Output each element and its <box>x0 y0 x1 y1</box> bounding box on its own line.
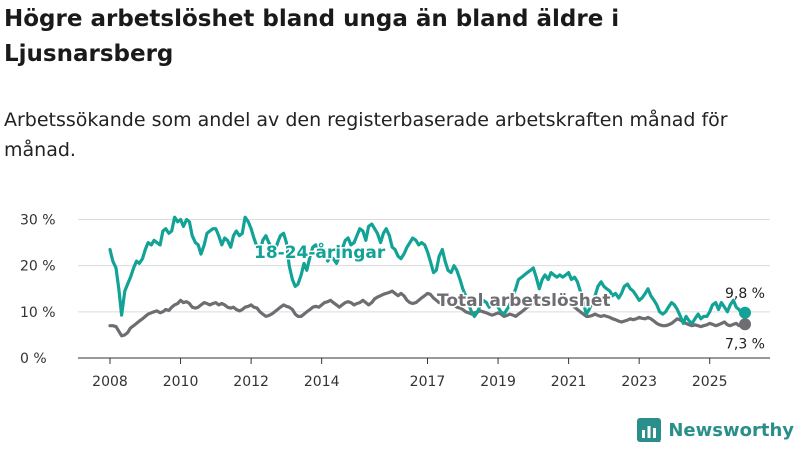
x-tick-label: 2021 <box>551 374 587 390</box>
end-label-total: 7,3 % <box>725 336 765 352</box>
series-label-youth: 18-24-åringar <box>254 241 386 263</box>
x-tick-label: 2025 <box>692 374 728 390</box>
x-axis: 2008 2010 2012 2014 2017 2019 2021 2023 2025 <box>78 357 770 390</box>
y-tick-label: 20 % <box>20 259 56 275</box>
newsworthy-logo: Newsworthy <box>636 416 794 444</box>
chart-title: Högre arbetslöshet bland unga än bland ä… <box>4 6 620 67</box>
end-marker-total <box>739 318 751 331</box>
x-tick-label: 2008 <box>92 374 128 390</box>
y-axis: 0 % 10 % 20 % 30 % <box>20 213 56 368</box>
gridlines <box>78 219 770 313</box>
y-tick-label: 10 % <box>20 305 56 321</box>
end-marker-youth <box>739 306 751 319</box>
x-tick-label: 2023 <box>621 374 657 390</box>
series-group <box>108 215 751 338</box>
newsworthy-logo-icon <box>637 418 662 442</box>
x-tick-label: 2019 <box>480 374 516 390</box>
chart-subtitle: Arbetssökande som andel av den registerb… <box>4 109 728 161</box>
series-line-total <box>108 289 747 338</box>
x-tick-label: 2017 <box>410 374 446 390</box>
series-line-youth <box>108 215 747 325</box>
newsworthy-logo-text: Newsworthy <box>668 419 794 441</box>
series-label-total: Total arbetslöshet <box>437 291 611 311</box>
x-tick-label: 2014 <box>304 374 340 390</box>
y-tick-label: 30 % <box>20 213 56 229</box>
x-tick-label: 2010 <box>163 374 199 390</box>
end-label-youth: 9,8 % <box>725 286 765 302</box>
x-tick-label: 2012 <box>233 374 269 390</box>
series-labels: 18-24-åringar Total arbetslöshet 9,8 % 7,3 … <box>253 240 766 353</box>
y-tick-label: 0 % <box>20 351 47 367</box>
